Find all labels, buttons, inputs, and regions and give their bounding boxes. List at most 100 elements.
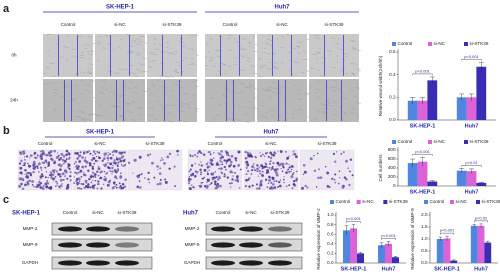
stained-cell (25, 174, 28, 176)
stained-cell (270, 181, 273, 185)
error-bar (469, 93, 474, 101)
image-bg (43, 34, 93, 77)
texture (271, 110, 276, 112)
stained-cell (89, 175, 93, 179)
stained-cell (198, 150, 201, 153)
stained-cell (28, 157, 31, 159)
stained-cell (285, 158, 288, 161)
texture (87, 70, 93, 74)
texture (353, 63, 357, 66)
texture (351, 72, 354, 74)
stained-cell (194, 163, 196, 165)
y-tick-label: 0.6 (389, 49, 396, 54)
bar (357, 253, 364, 263)
bar (385, 243, 392, 263)
image-bg (257, 34, 307, 77)
blot-band (268, 226, 292, 232)
stained-cell (268, 162, 272, 165)
stained-cell (203, 168, 207, 172)
stained-cell (41, 187, 44, 189)
blot-band (211, 242, 235, 248)
significance-bracket (346, 221, 361, 224)
stained-cell (80, 183, 83, 185)
significance-label: p<0.001 (381, 233, 396, 238)
stained-cell (206, 171, 209, 173)
texture (297, 97, 300, 100)
stained-cell (157, 168, 159, 171)
stained-cell (265, 152, 268, 155)
stained-cell (36, 167, 39, 170)
texture (234, 41, 240, 44)
blot-band (239, 260, 263, 266)
texture (161, 51, 166, 53)
stained-cell (280, 162, 284, 166)
stained-cell (66, 158, 68, 160)
stained-cell (109, 152, 112, 156)
stained-cell (40, 173, 44, 176)
stained-cell (293, 150, 295, 152)
stained-cell (259, 179, 263, 183)
stained-cell (291, 173, 294, 176)
stained-cell (104, 152, 108, 156)
error-bar (459, 93, 465, 101)
stained-cell (275, 167, 279, 171)
stained-cell (295, 155, 298, 159)
stained-cell (118, 182, 121, 185)
stained-cell (38, 181, 41, 184)
texture (265, 42, 269, 45)
texture (321, 62, 324, 65)
stained-cell (232, 164, 236, 168)
error-bar (438, 236, 442, 241)
texture (322, 110, 326, 113)
stained-cell (28, 164, 31, 168)
y-tick-label: 0 (393, 183, 396, 188)
stained-cell (29, 173, 32, 176)
stained-cell (53, 169, 56, 172)
stained-cell (96, 150, 99, 153)
legend-swatch (450, 200, 454, 204)
bar (484, 242, 492, 263)
stained-cell (348, 183, 351, 187)
texture (104, 35, 109, 37)
texture (181, 120, 187, 123)
texture (229, 118, 234, 121)
stained-cell (190, 155, 192, 158)
texture (249, 84, 253, 87)
legend-swatch (424, 200, 428, 204)
stained-cell (53, 149, 57, 153)
texture (229, 111, 233, 114)
transwell-image (72, 149, 128, 191)
stained-cell (54, 185, 57, 187)
texture (344, 82, 348, 85)
blot-band (268, 260, 292, 266)
stained-cell (98, 180, 100, 183)
error-bar (478, 62, 484, 72)
stained-cell (93, 162, 96, 165)
image-bg (95, 79, 145, 122)
texture (74, 73, 78, 76)
stained-cell (248, 152, 252, 155)
protein-label: MMP-9 (185, 242, 200, 247)
stained-cell (292, 172, 295, 174)
wound-image (42, 33, 97, 78)
stained-cell (21, 187, 25, 191)
stained-cell (226, 176, 230, 179)
texture (261, 88, 266, 91)
legend-label: si-NC (456, 199, 468, 204)
stained-cell (254, 156, 257, 159)
texture (130, 40, 134, 43)
error-bar (386, 241, 391, 247)
stained-cell (20, 182, 23, 186)
texture (159, 105, 163, 107)
texture (235, 118, 241, 122)
stained-cell (33, 162, 36, 166)
texture (180, 105, 185, 108)
texture (238, 69, 243, 72)
stained-cell (230, 154, 234, 158)
texture (95, 114, 101, 117)
stained-cell (256, 170, 258, 172)
stained-cell (52, 173, 55, 176)
stained-cell (45, 182, 48, 185)
stained-cell (69, 171, 72, 174)
stained-cell (73, 163, 76, 165)
